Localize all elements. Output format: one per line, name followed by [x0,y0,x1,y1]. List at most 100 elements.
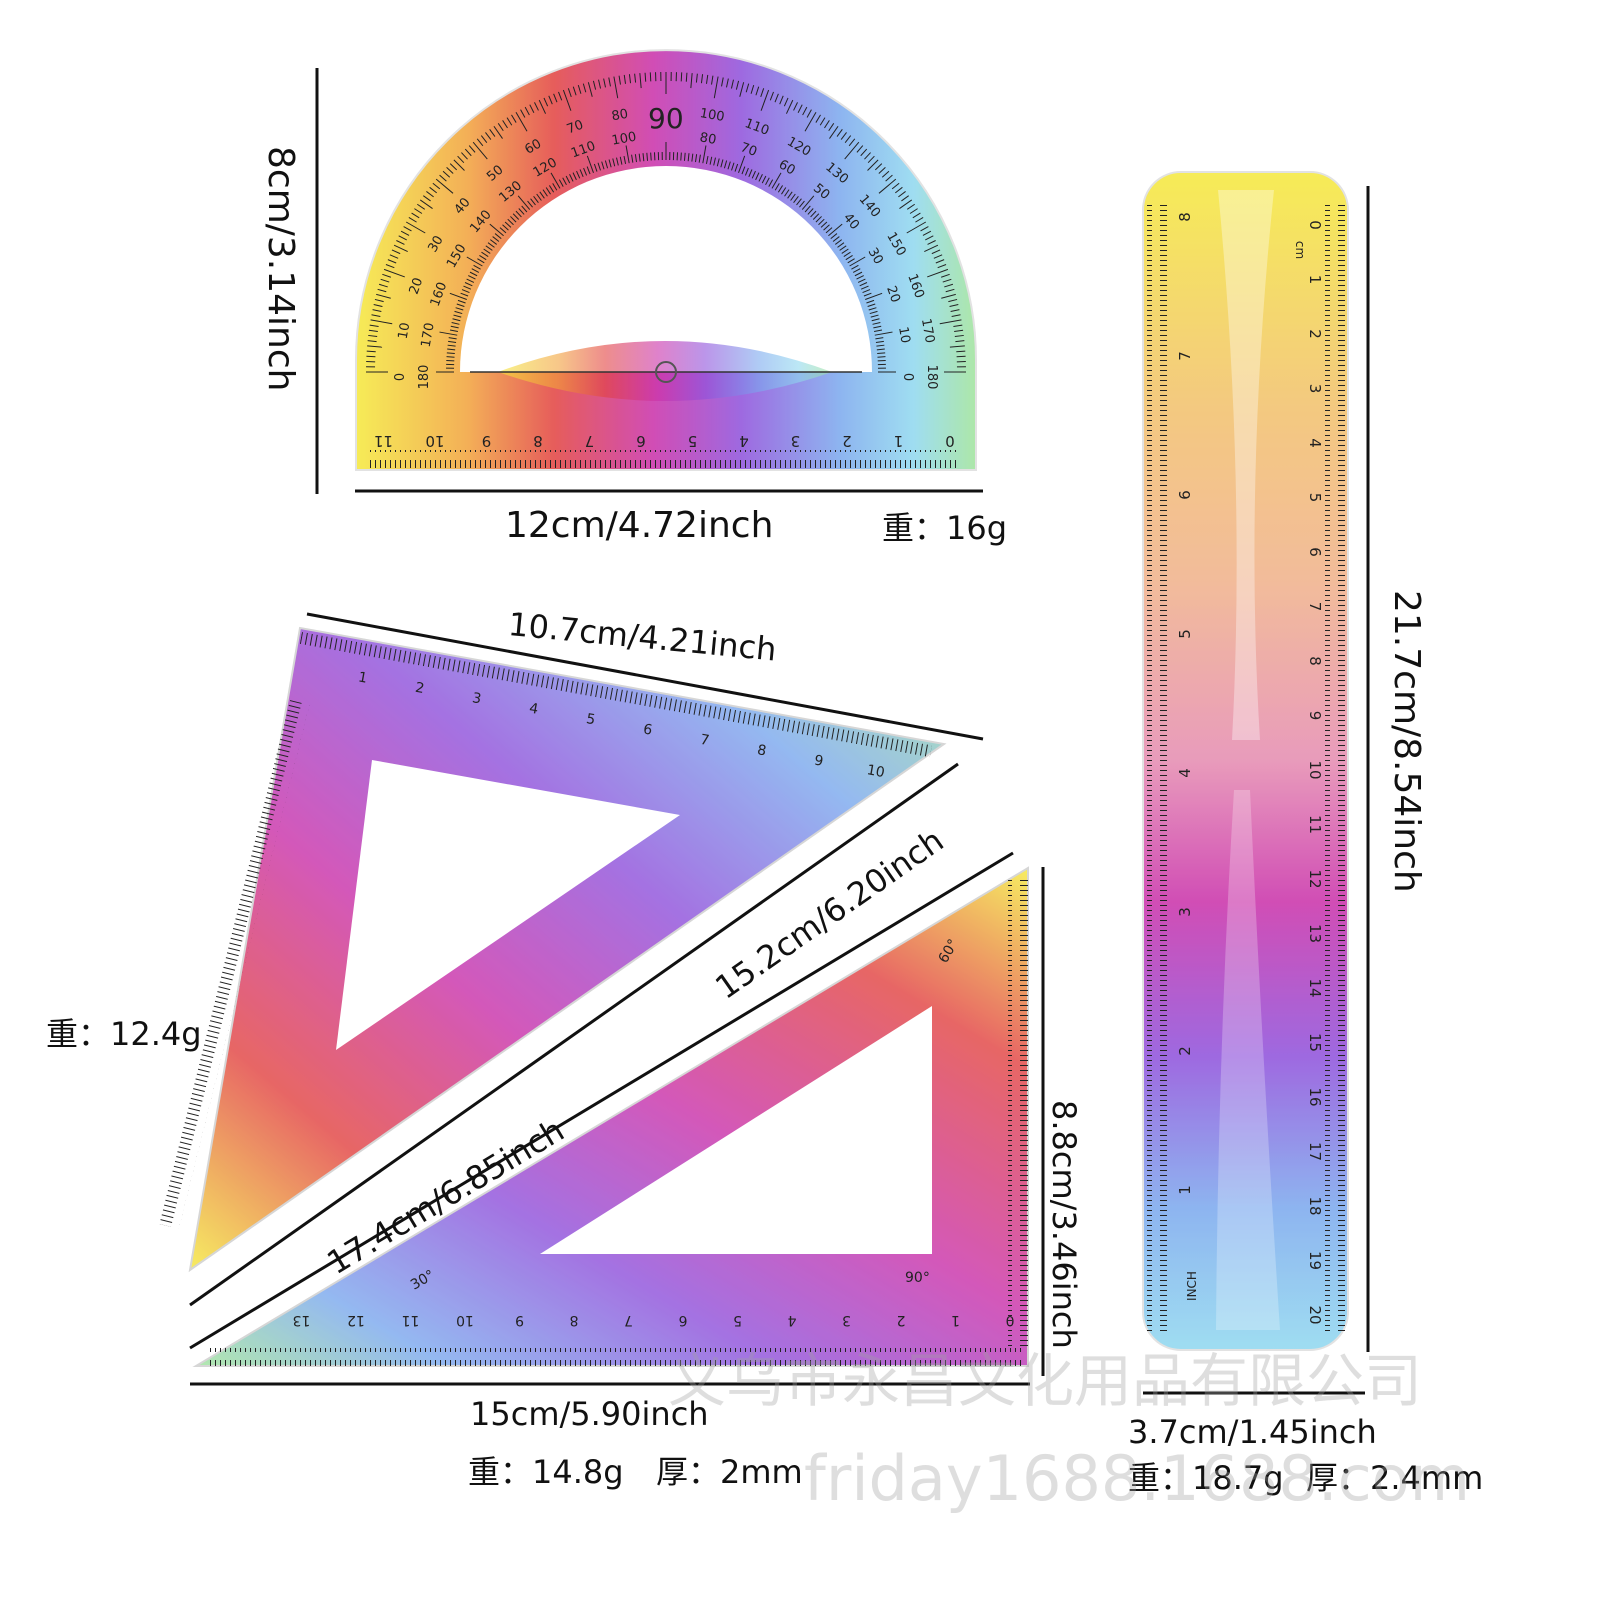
ruler-cm-number: 11 [1306,815,1324,834]
inner-degree-tick [521,205,528,213]
inner-degree-tick [787,191,793,199]
triangle-right-cm-number: 9 [515,1312,524,1328]
inner-degree-tick [873,325,882,329]
degree-label-inner: 180 [417,365,432,390]
ruler-cm-number: 5 [1306,493,1324,503]
degree-tick [690,73,693,89]
inner-degree-tick [601,161,605,170]
inner-degree-tick [469,271,478,277]
inner-degree-tick [734,163,739,172]
ruler-inch-number: 5 [1176,629,1194,639]
degree-tick [370,319,393,325]
triangle-right-side-scale [1008,880,1028,1350]
inner-degree-tick [812,213,820,220]
inner-degree-tick [494,233,502,239]
inner-degree-tick [616,157,619,166]
ruler-cm-number: 4 [1306,438,1324,448]
degree-tick [901,195,909,202]
ruler-cm-number: 19 [1306,1251,1324,1270]
degree-label-outer: 70 [565,118,586,138]
triangle-left-cm-number: 8 [756,742,768,759]
straight-ruler-length-label: 21.7cm/8.54inch [1386,590,1427,893]
degree-tick [618,75,621,85]
inner-degree-tick [761,175,767,184]
degree-tick [385,264,395,269]
inner-degree-tick [869,310,878,315]
ruler-inch-unit: INCH [1185,1271,1199,1301]
inner-degree-tick [854,271,863,277]
degree-tick [695,73,698,83]
degree-tick [582,83,587,93]
inner-degree-tick [872,322,881,325]
inner-degree-tick [449,329,458,333]
straight-ruler-grip [1218,190,1274,740]
straight-ruler-grip-lower [1216,790,1280,1330]
degree-tick [828,123,835,132]
degree-tick [815,114,821,123]
degree-tick [931,249,941,255]
degree-tick [374,298,384,303]
inner-degree-tick [473,264,481,270]
degree-tick [819,117,826,126]
triangle-right-cm-number: 10 [456,1312,474,1328]
degree-tick [628,74,632,84]
inner-degree-tick [448,337,457,340]
protractor-cm-number: 1 [894,432,904,450]
degree-tick [806,109,812,118]
watermark-site: friday1688.1688.com [804,1442,1470,1515]
inner-degree-tick [481,251,489,257]
degree-tick [380,278,390,283]
degree-tick [927,268,949,278]
degree-tick [376,293,391,299]
triangle-right-height-label: 8.8cm/3.46inch [1045,1100,1083,1349]
inner-degree-tick [569,174,574,182]
degree-label-outer: 80 [610,107,629,125]
inner-degree-tick [565,175,571,184]
protractor-cm-number: 4 [739,432,749,450]
watermark-company: 义乌市永昌文化用品有限公司 [668,1347,1423,1415]
triangle-left-cm-number: 1 [357,669,369,686]
inner-degree-tick [832,236,840,242]
ruler-inch-number: 1 [1176,1185,1194,1195]
inner-degree-tick [466,256,483,267]
inner-degree-tick [868,307,877,311]
protractor-cm-number: 7 [585,432,595,450]
triangle-left-cm-number: 6 [642,721,654,738]
degree-tick [548,95,553,105]
inner-degree-tick [608,159,612,168]
inner-degree-tick [709,156,713,165]
inner-degree-tick [539,191,545,199]
inner-degree-tick [533,195,539,203]
degree-label-outer: 180 [924,365,939,390]
inner-degree-tick [859,282,868,287]
protractor-cm-number: 11 [374,432,393,450]
inner-degree-tick [856,275,864,280]
degree-tick [426,191,434,198]
degree-tick [414,208,423,214]
inner-degree-tick [799,200,805,208]
degree-tick [941,293,956,299]
degree-tick [411,212,420,219]
inner-degree-tick [815,216,822,223]
straight-ruler-numbers: 0123456789101112131415161718192012345678… [1176,212,1324,1324]
degree-tick [534,102,539,111]
degree-tick [711,75,714,85]
degree-tick [760,88,765,98]
degree-tick [925,235,934,241]
inner-degree-tick [502,224,509,231]
ruler-inch-number: 6 [1176,490,1194,500]
triangle-left-cm-number: 4 [528,701,540,718]
degree-tick [417,203,426,210]
inner-degree-tick [631,154,634,163]
degree-tick [939,319,962,325]
degree-label-outer: 0 [393,373,408,381]
inner-degree-tick [680,152,682,161]
protractor-center-mark [655,361,677,383]
inner-degree-tick [512,213,520,220]
degree-tick [506,117,513,126]
ruler-inch-number: 8 [1176,212,1194,222]
inner-degree-tick [530,198,536,206]
inner-degree-tick [455,307,464,311]
degree-tick [468,145,476,153]
